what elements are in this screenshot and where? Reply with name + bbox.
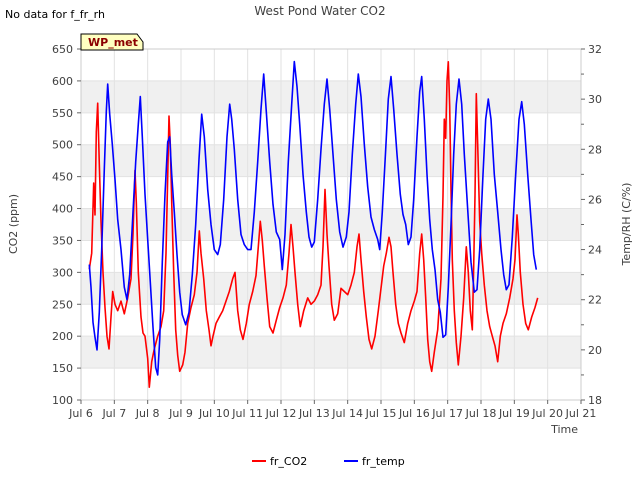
grid-bands	[81, 48, 581, 401]
x-axis: Jul 6 Jul 7 Jul 8 Jul 9 Jul 10 Jul 11 Jul 12 Ju…	[68, 400, 596, 420]
y-tick-label-right: 30	[588, 93, 602, 106]
y-tick-label-left: 500	[52, 139, 73, 152]
series-layer	[88, 60, 539, 388]
x-tick-label: Jul 18	[465, 407, 497, 420]
y-axis-left-label: CO2 (ppm)	[7, 194, 20, 254]
x-tick-label: Jul 11	[231, 407, 263, 420]
y-tick-label-right: 28	[588, 143, 602, 156]
x-axis-label: Time	[550, 423, 578, 436]
legend-label-fr-temp: fr_temp	[362, 455, 405, 468]
y-tick-label-right: 26	[588, 193, 602, 206]
grid-band	[81, 336, 581, 369]
x-tick-label: Jul 9	[168, 407, 193, 420]
y-tick-label-right: 22	[588, 294, 602, 307]
x-tick-label: Jul 6	[68, 407, 93, 420]
x-tick-label: Jul 14	[331, 407, 363, 420]
y-tick-label-left: 200	[52, 330, 73, 343]
grid-band	[81, 208, 581, 241]
series-line-fr-temp	[88, 60, 538, 376]
y-tick-label-right: 20	[588, 344, 602, 357]
x-tick-label: Jul 13	[298, 407, 330, 420]
y-tick-label-right: 24	[588, 244, 602, 257]
y-tick-label-left: 100	[52, 394, 73, 407]
x-tick-label: Jul 19	[498, 407, 530, 420]
y-tick-label-left: 350	[52, 234, 73, 247]
y-tick-label-left: 600	[52, 75, 73, 88]
y-tick-label-left: 300	[52, 266, 73, 279]
grid-band	[81, 80, 581, 113]
y-tick-label-left: 450	[52, 171, 73, 184]
grid-band	[81, 144, 581, 177]
x-tick-label: Jul 12	[265, 407, 297, 420]
x-tick-label: Jul 10	[198, 407, 230, 420]
y-axis-right: 18 20 22 24 26 28 30 32	[581, 43, 602, 407]
y-axis-right-label: Temp/RH (C/%)	[620, 183, 633, 267]
no-data-note: No data for f_fr_rh	[5, 8, 105, 21]
x-tick-label: Jul 21	[565, 407, 597, 420]
x-tick-label: Jul 7	[101, 407, 126, 420]
chart-title: West Pond Water CO2	[254, 4, 385, 18]
x-tick-label: Jul 16	[398, 407, 430, 420]
x-tick-label: Jul 17	[431, 407, 463, 420]
y-tick-label-left: 550	[52, 107, 73, 120]
legend-label-fr-CO2: fr_CO2	[270, 455, 307, 468]
site-badge: WP_met	[80, 33, 144, 51]
x-tick-label: Jul 8	[135, 407, 160, 420]
site-badge-box	[80, 33, 144, 51]
y-tick-label-left: 250	[52, 298, 73, 311]
x-tick-label: Jul 20	[531, 407, 563, 420]
site-badge-label: WP_met	[88, 36, 138, 49]
legend: fr_CO2 fr_temp	[252, 455, 405, 468]
y-tick-label-right: 18	[588, 394, 602, 407]
y-tick-label-right: 32	[588, 43, 602, 56]
y-tick-label-left: 650	[52, 43, 73, 56]
y-tick-label-left: 400	[52, 203, 73, 216]
y-tick-label-left: 150	[52, 362, 73, 375]
y-axis-left: 100 150 200 250 300 350 400 450 500 550 600 650	[52, 43, 81, 407]
x-tick-label: Jul 15	[365, 407, 397, 420]
